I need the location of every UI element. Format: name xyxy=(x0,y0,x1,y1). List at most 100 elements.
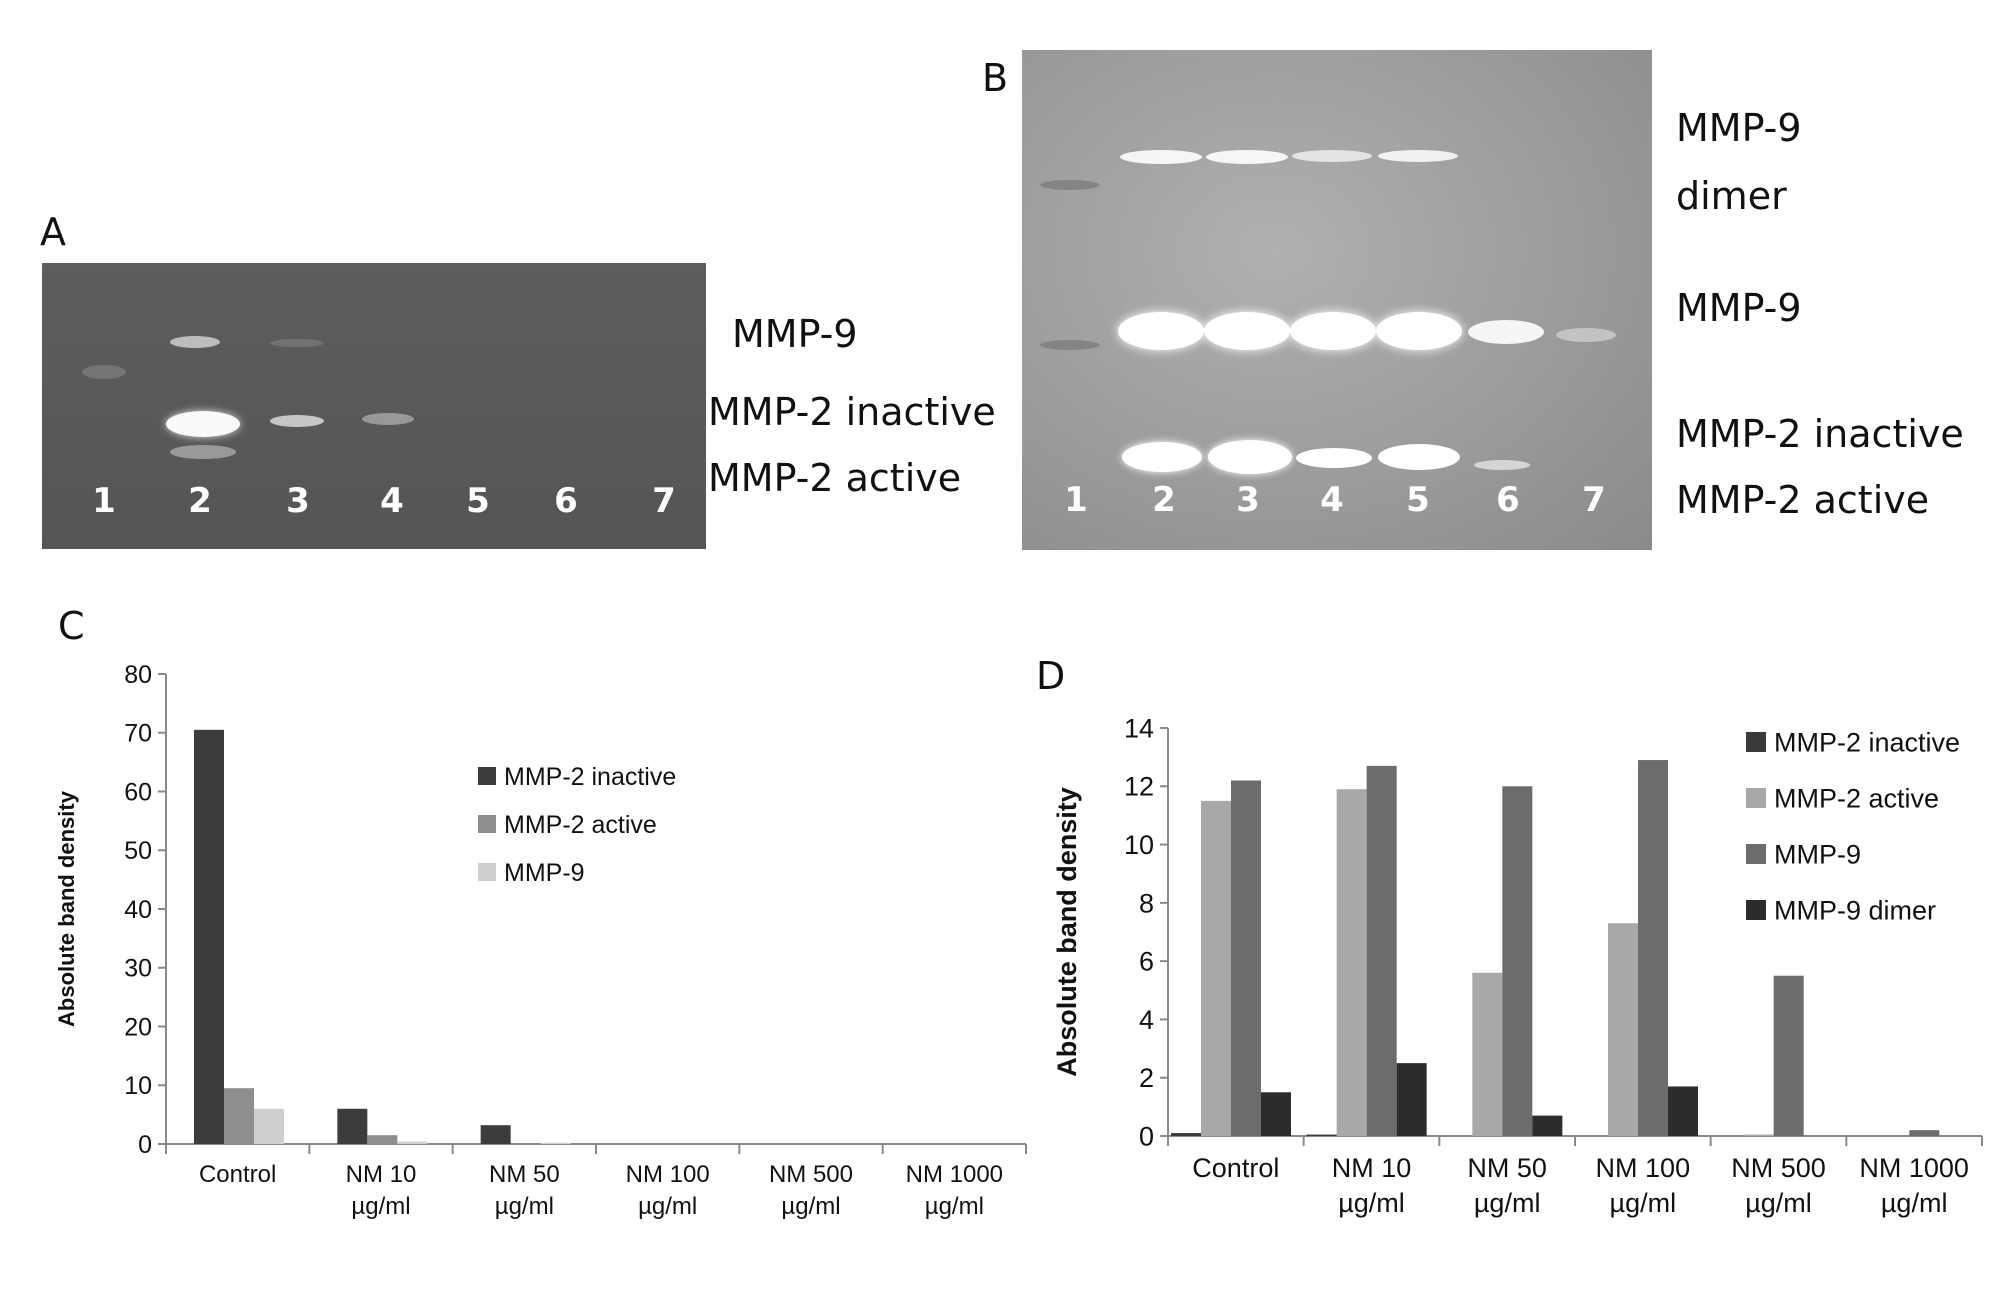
y-tick-label: 8 xyxy=(1139,888,1154,918)
bar-mmp-2-active xyxy=(367,1135,398,1144)
bar-mmp-2-inactive xyxy=(1171,1133,1201,1136)
lane-number: 5 xyxy=(466,481,490,521)
bar-chart-c: 0 10 20 30 40 50 60 70 80 Control NM 10 µg/ml NM 50 µ… xyxy=(54,661,1027,1220)
x-tick-label: Control xyxy=(1192,1153,1279,1183)
band-label: MMP-2 inactive xyxy=(708,390,996,434)
lane-number: 2 xyxy=(1152,480,1176,520)
x-tick-label: µg/ml xyxy=(1745,1188,1812,1218)
bar-mmp-2-active xyxy=(1201,800,1231,1136)
gel-band xyxy=(1040,340,1100,350)
y-tick-label: 0 xyxy=(1139,1121,1154,1151)
x-tick-label: µg/ml xyxy=(1474,1188,1541,1218)
gel-band xyxy=(170,445,236,459)
x-tick-label: µg/ml xyxy=(781,1193,840,1220)
gel-band xyxy=(1378,444,1460,470)
y-tick-label: 40 xyxy=(124,896,152,924)
legend-swatch xyxy=(1746,844,1766,864)
y-tick-label: 10 xyxy=(124,1072,152,1100)
panel-b-label: B xyxy=(982,56,1009,100)
y-tick-label: 60 xyxy=(124,778,152,806)
y-axis-title: Absolute band density xyxy=(1052,787,1082,1077)
gel-band xyxy=(1376,312,1462,350)
gel-band xyxy=(82,365,126,379)
lane-number: 7 xyxy=(1582,480,1606,520)
bar-mmp-9 xyxy=(397,1141,428,1144)
lane-number: 6 xyxy=(554,481,578,521)
band-label: dimer xyxy=(1676,174,1787,218)
x-tick-label: µg/ml xyxy=(495,1193,554,1220)
legend-label: MMP-2 active xyxy=(504,811,657,839)
x-tick-label: NM 500 xyxy=(1731,1153,1826,1183)
panel-a-label: A xyxy=(40,210,66,254)
x-tick-label: µg/ml xyxy=(925,1193,984,1220)
y-axis-title: Absolute band density xyxy=(54,790,79,1027)
gel-band xyxy=(1290,312,1376,350)
bar-mmp-2-inactive xyxy=(194,729,224,1144)
bar-mmp-9 xyxy=(1366,765,1397,1136)
band-label: MMP-2 inactive xyxy=(1676,412,1964,456)
y-tick-label: 6 xyxy=(1139,947,1154,977)
y-tick-label: 12 xyxy=(1124,772,1154,802)
y-tick-label: 50 xyxy=(124,837,152,865)
bar-mmp-9-dimer xyxy=(1261,1092,1291,1136)
legend-swatch xyxy=(478,863,496,881)
bar-mmp-9 xyxy=(1231,780,1261,1136)
panel-c-label: C xyxy=(58,604,85,648)
bar-mmp-9 xyxy=(1502,786,1533,1136)
lane-number: 6 xyxy=(1496,480,1520,520)
band-label: MMP-2 active xyxy=(1676,478,1930,522)
legend-swatch xyxy=(478,815,496,833)
y-tick-label: 14 xyxy=(1124,713,1154,743)
legend-label: MMP-9 dimer xyxy=(1774,895,1936,925)
legend-label: MMP-2 inactive xyxy=(1774,727,1960,757)
gel-band xyxy=(1468,320,1544,344)
x-tick-label: µg/ml xyxy=(638,1193,697,1220)
gel-band xyxy=(1296,448,1372,468)
band-label: MMP-9 xyxy=(732,312,858,356)
gel-band xyxy=(166,411,240,437)
gel-band xyxy=(1040,180,1100,190)
x-tick-label: NM 1000 xyxy=(1859,1153,1969,1183)
lane-number: 1 xyxy=(92,481,116,521)
bar-mmp-9-dimer xyxy=(1532,1115,1563,1136)
bar-mmp-2-active xyxy=(510,1143,541,1144)
band-label: MMP-9 xyxy=(1676,106,1802,150)
bar-mmp-9-dimer xyxy=(1396,1063,1427,1136)
bar-mmp-2-inactive xyxy=(337,1108,368,1144)
y-tick-label: 20 xyxy=(124,1013,152,1041)
lane-number: 3 xyxy=(286,481,310,521)
x-tick-label: µg/ml xyxy=(1610,1188,1677,1218)
bar-mmp-9-dimer xyxy=(1668,1086,1698,1136)
legend-label: MMP-2 active xyxy=(1774,783,1939,813)
lane-number: 5 xyxy=(1406,480,1430,520)
y-tick-label: 0 xyxy=(138,1131,152,1159)
y-tick-label: 2 xyxy=(1139,1063,1154,1093)
x-tick-label: NM 50 xyxy=(1467,1153,1547,1183)
legend-label: MMP-9 xyxy=(504,859,585,887)
gel-band xyxy=(1122,442,1202,472)
gel-band xyxy=(270,339,324,347)
band-label: MMP-9 xyxy=(1676,286,1802,330)
bar-mmp-2-active xyxy=(224,1088,254,1144)
x-tick-label: NM 1000 xyxy=(906,1161,1003,1188)
bar-mmp-2-inactive xyxy=(480,1125,511,1144)
bar-mmp-2-active xyxy=(1743,1134,1774,1136)
x-tick-label: µg/ml xyxy=(1338,1188,1405,1218)
lane-number: 4 xyxy=(380,481,404,521)
bar-mmp-9 xyxy=(254,1108,284,1144)
legend-swatch xyxy=(1746,732,1766,752)
lane-number: 3 xyxy=(1236,480,1260,520)
gel-band xyxy=(362,413,414,425)
gel-band xyxy=(1118,312,1204,350)
bar-mmp-2-active xyxy=(1336,789,1367,1136)
gel-band xyxy=(1556,328,1616,342)
bar-mmp-2-active xyxy=(1472,972,1503,1136)
lane-number: 4 xyxy=(1320,480,1344,520)
bar-mmp-9 xyxy=(1773,975,1804,1136)
y-tick-label: 10 xyxy=(1124,830,1154,860)
y-tick-label: 70 xyxy=(124,720,152,748)
legend-label: MMP-9 xyxy=(1774,839,1861,869)
gel-band xyxy=(270,415,324,427)
gel-band xyxy=(170,336,220,348)
lane-number: 2 xyxy=(188,481,212,521)
